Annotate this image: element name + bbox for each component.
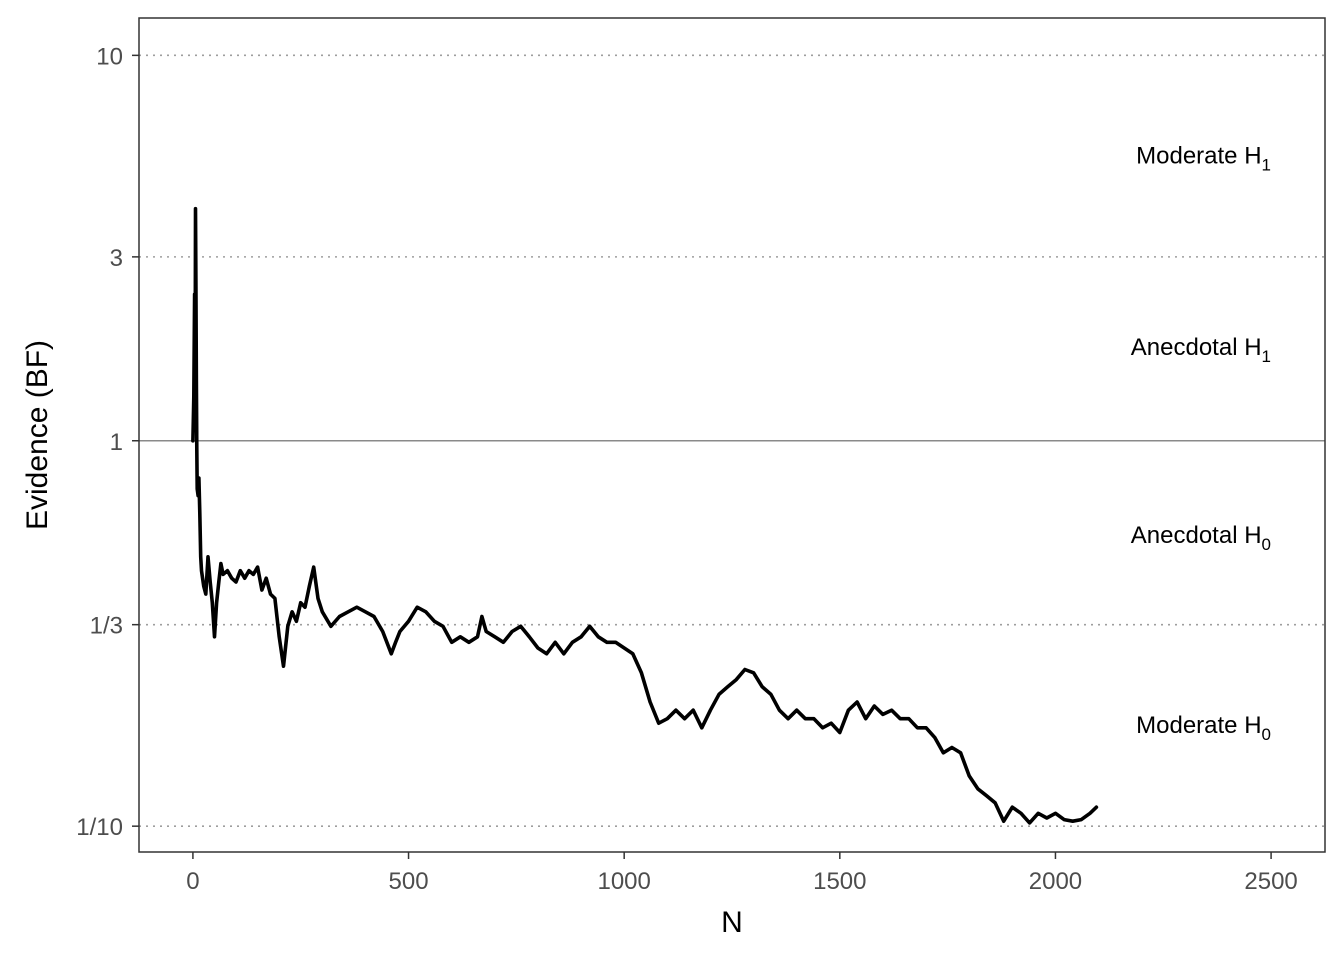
y-tick-label: 3 — [110, 245, 123, 272]
x-tick-label: 2000 — [1029, 868, 1082, 895]
plot-border — [138, 17, 1326, 853]
zone-label-subscript: 1 — [1262, 347, 1271, 366]
bf-series-line-0 — [191, 206, 1099, 825]
zone-label-text: Anecdotal H — [1131, 334, 1262, 361]
y-tick-label: 10 — [96, 43, 123, 70]
reference-lines — [139, 54, 1325, 827]
y-axis-title: Evidence (BF) — [21, 340, 54, 530]
zone-label-text: Moderate H — [1136, 712, 1261, 739]
x-tick-label: 0 — [186, 868, 199, 895]
x-tick-label: 500 — [389, 868, 429, 895]
y-tick-label: 1/10 — [76, 814, 123, 841]
y-axis: 10 3 1 1/3 1/10 — [76, 43, 139, 841]
zone-label-subscript: 0 — [1262, 725, 1271, 744]
series-layer — [191, 206, 1099, 825]
plot-panel — [139, 18, 1325, 852]
zone-label-subscript: 0 — [1262, 535, 1271, 554]
x-axis-title: N — [721, 906, 743, 939]
zone-label-2: Anecdotal H0 — [1131, 522, 1271, 554]
zone-label-1: Anecdotal H1 — [1131, 334, 1271, 366]
zone-label-text: Moderate H — [1136, 142, 1261, 169]
zone-label-0: Moderate H1 — [1136, 142, 1271, 174]
x-tick-label: 1000 — [597, 868, 650, 895]
x-axis: 0 500 1000 1500 2000 2500 — [186, 852, 1298, 895]
y-tick-label: 1/3 — [90, 613, 123, 640]
zone-label-text: Anecdotal H — [1131, 522, 1262, 549]
x-tick-label: 2500 — [1244, 868, 1297, 895]
y-tick-label: 1 — [110, 429, 123, 456]
x-tick-label: 1500 — [813, 868, 866, 895]
zone-label-subscript: 1 — [1262, 155, 1271, 174]
zone-label-3: Moderate H0 — [1136, 712, 1271, 744]
